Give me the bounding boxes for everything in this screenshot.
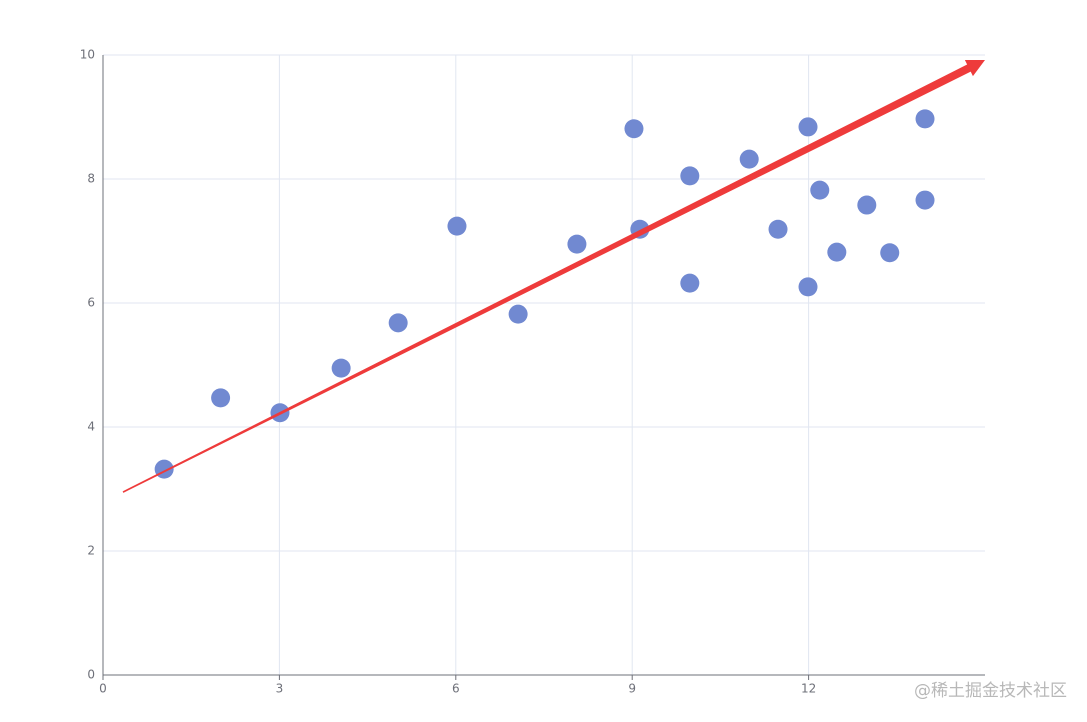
point — [810, 180, 830, 200]
point — [768, 219, 788, 239]
point — [798, 117, 818, 137]
x-tick-label: 6 — [452, 682, 460, 696]
y-tick-label: 0 — [87, 668, 95, 682]
point — [915, 109, 935, 129]
point — [915, 190, 935, 210]
point — [508, 304, 528, 324]
x-tick-label: 3 — [276, 682, 284, 696]
point — [680, 166, 700, 186]
point — [388, 313, 408, 333]
point — [739, 149, 759, 169]
point — [331, 358, 351, 378]
point — [857, 195, 877, 215]
point — [680, 273, 700, 293]
regression-arrow — [122, 59, 985, 493]
point — [567, 234, 587, 254]
y-tick-label: 4 — [87, 420, 95, 434]
point — [827, 242, 847, 262]
point — [880, 243, 900, 263]
point — [211, 388, 231, 408]
point — [798, 277, 818, 297]
x-tick-label: 0 — [99, 682, 107, 696]
y-tick-label: 8 — [87, 172, 95, 186]
x-tick-label: 12 — [801, 682, 816, 696]
point — [447, 216, 467, 236]
watermark: @稀土掘金技术社区 — [914, 681, 1067, 701]
point — [624, 119, 644, 139]
x-tick-label: 9 — [628, 682, 636, 696]
y-tick-label: 10 — [80, 48, 95, 62]
y-tick-label: 6 — [87, 296, 95, 310]
y-tick-label: 2 — [87, 544, 95, 558]
